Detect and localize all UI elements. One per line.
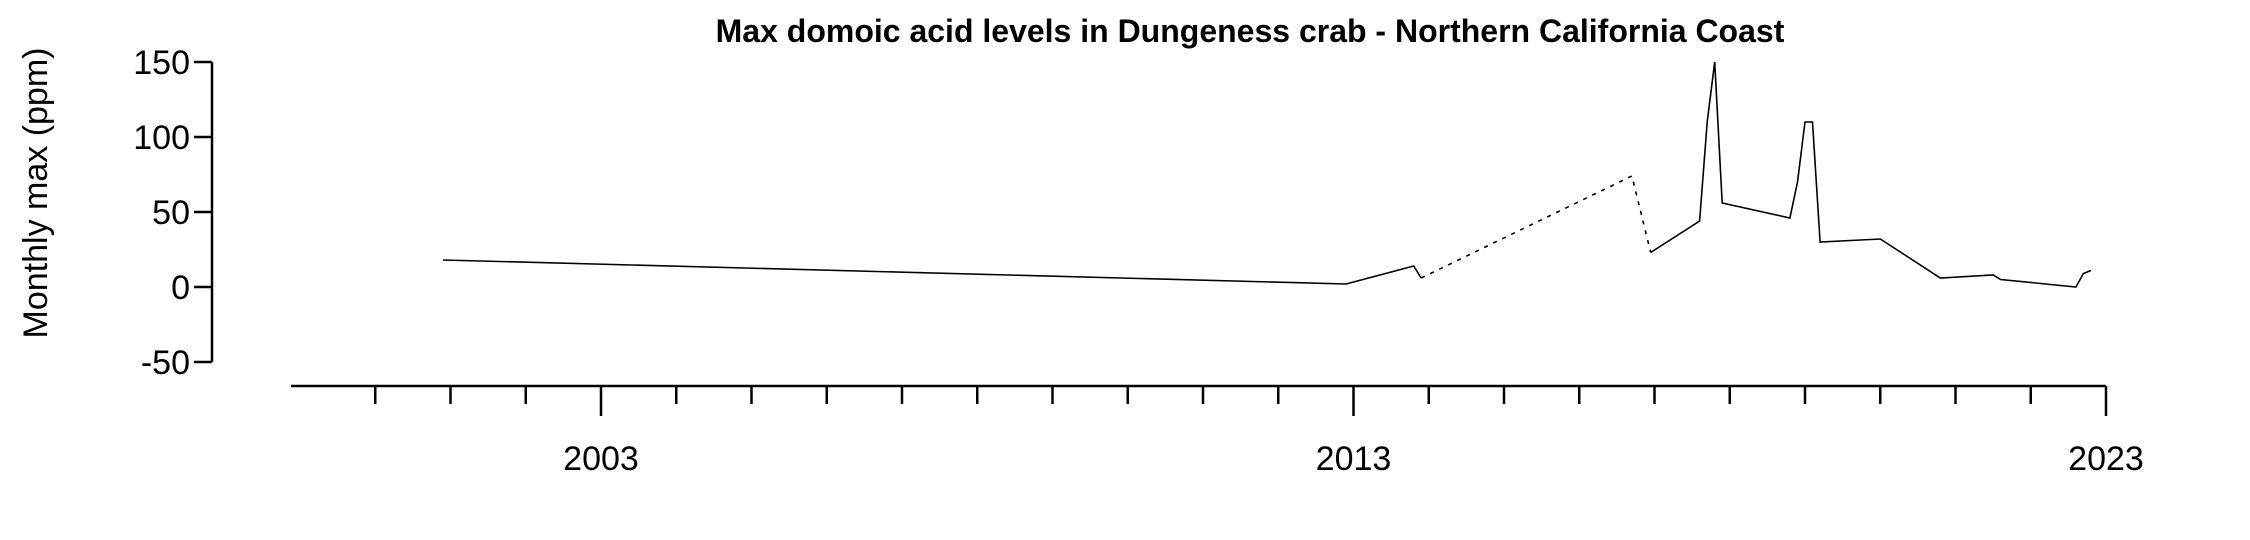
y-tick-label: 50 bbox=[152, 194, 190, 232]
series-line-4 bbox=[1650, 61, 2092, 288]
x-tick-label: 2003 bbox=[563, 440, 639, 478]
series-line-2 bbox=[1345, 265, 1422, 285]
plot-series bbox=[442, 61, 2092, 288]
x-tick-label: 2023 bbox=[2068, 440, 2144, 478]
y-tick-label: 100 bbox=[133, 119, 190, 157]
series-line-1 bbox=[442, 259, 1347, 285]
y-axis-title: Monthly max (ppm) bbox=[17, 48, 55, 339]
y-tick-label: 0 bbox=[171, 269, 190, 307]
x-axis: 2003 2013 2023 bbox=[291, 384, 2144, 478]
y-tick-label: 150 bbox=[133, 44, 190, 82]
y-axis: -50 0 50 100 150 bbox=[133, 44, 214, 382]
y-tick-label: -50 bbox=[141, 344, 190, 382]
x-tick-label: 2013 bbox=[1316, 440, 1392, 478]
chart-title: Max domoic acid levels in Dungeness crab… bbox=[716, 13, 1785, 49]
series-line-3 bbox=[1420, 174, 1652, 279]
